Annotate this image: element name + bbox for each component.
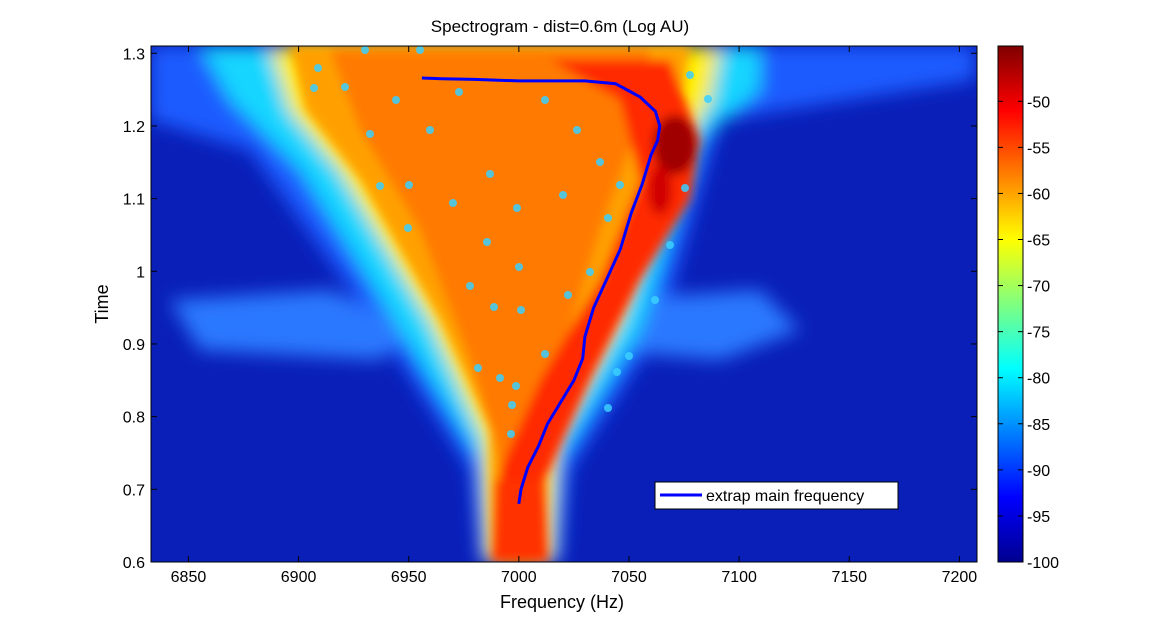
- x-tick-label: 7200: [942, 569, 978, 586]
- colorbar-ticks: -100 -95 -90 -85 -80 -75 -70 -65 -60 -55 -50: [998, 94, 1059, 572]
- x-tick-label: 6850: [171, 569, 207, 586]
- plot-frame: [150, 45, 978, 563]
- y-tick-label: 1.2: [123, 119, 145, 136]
- colorbar-tick-label: -80: [1027, 371, 1050, 388]
- extrap-main-frequency-line: [421, 76, 662, 505]
- heatmap-speckles: [310, 46, 712, 438]
- colorbar-gradient: [997, 45, 1024, 563]
- colorbar-tick-label: -50: [1027, 94, 1050, 111]
- x-tick-label: 7000: [501, 569, 537, 586]
- y-tick-label: 0.8: [123, 410, 145, 427]
- colorbar-tick-label: -60: [1027, 186, 1050, 203]
- y-tick-label: 1.3: [123, 46, 145, 63]
- x-tick-label: 7100: [721, 569, 757, 586]
- colorbar-tick-label: -75: [1027, 325, 1050, 342]
- y-tick-label: 1: [136, 264, 145, 281]
- x-tick-label: 6900: [281, 569, 317, 586]
- y-tick-label: 0.9: [123, 337, 145, 354]
- colorbar-tick-label: -100: [1027, 555, 1059, 572]
- y-tick-label: 0.6: [123, 555, 145, 572]
- y-axis-label: Time: [92, 284, 112, 323]
- colorbar-tick-label: -90: [1027, 463, 1050, 480]
- x-tick-label: 6950: [391, 569, 427, 586]
- x-axis: 6850 6900 6950 7000 7050 7100 7150 7200: [171, 46, 978, 586]
- y-tick-label: 0.7: [123, 482, 145, 499]
- legend[interactable]: extrap main frequency: [654, 481, 899, 510]
- colorbar-tick-label: -95: [1027, 509, 1050, 526]
- colorbar-tick-label: -70: [1027, 279, 1050, 296]
- legend-label: extrap main frequency: [706, 488, 864, 505]
- colorbar-tick-label: -55: [1027, 140, 1050, 157]
- y-tick-label: 1.1: [123, 192, 145, 209]
- chart-title: Spectrogram - dist=0.6m (Log AU): [431, 17, 689, 36]
- colorbar-tick-label: -65: [1027, 233, 1050, 250]
- colorbar: -100 -95 -90 -85 -80 -75 -70 -65 -60 -55 -50: [997, 45, 1059, 572]
- y-axis: 0.6 0.7 0.8 0.9 1 1.1 1.2 1.3: [123, 46, 977, 572]
- colorbar-tick-label: -85: [1027, 417, 1050, 434]
- x-tick-label: 7150: [831, 569, 867, 586]
- x-axis-label: Frequency (Hz): [500, 592, 624, 612]
- heatmap: [151, 46, 977, 562]
- x-tick-label: 7050: [611, 569, 647, 586]
